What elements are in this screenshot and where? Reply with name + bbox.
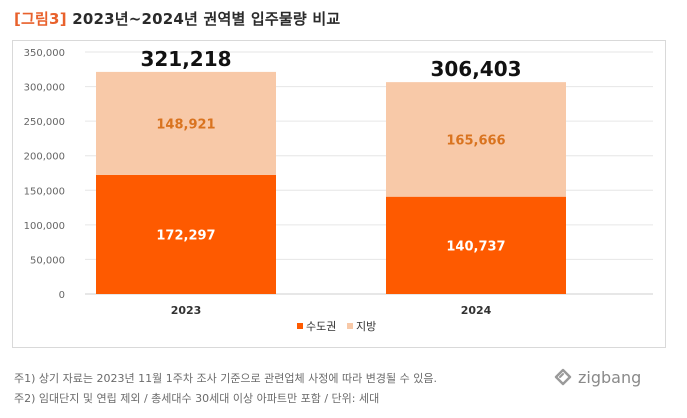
y-tick-label: 250,000 xyxy=(24,117,65,128)
legend-label: 수도권 xyxy=(306,320,336,333)
footnotes: 주1) 상기 자료는 2023년 11월 1주차 조사 기준으로 관련업체 사정… xyxy=(14,369,437,409)
stacked-bar-chart: 0 50,000 100,000 150,000 200,000 250,000 300,0… xyxy=(24,47,653,333)
y-tick-label: 0 xyxy=(59,290,65,301)
zigbang-logo-icon xyxy=(554,368,572,386)
y-tick-label: 100,000 xyxy=(24,221,65,232)
data-label: 140,737 xyxy=(446,239,505,254)
footnote-1: 주1) 상기 자료는 2023년 11월 1주차 조사 기준으로 관련업체 사정… xyxy=(14,372,437,385)
y-tick-label: 300,000 xyxy=(24,83,65,94)
legend-swatch-provinces xyxy=(347,323,353,329)
legend-swatch-capital-area xyxy=(297,323,303,329)
x-tick-label: 2023 xyxy=(171,304,202,317)
zigbang-logo: zigbang xyxy=(552,366,641,388)
chart-area: 0 50,000 100,000 150,000 200,000 250,000 300,0… xyxy=(12,40,666,348)
data-label: 148,921 xyxy=(156,117,215,132)
brand-name: zigbang xyxy=(578,367,642,387)
bar-2023-provinces xyxy=(96,71,276,175)
y-tick-label: 150,000 xyxy=(24,186,65,197)
y-tick-label: 50,000 xyxy=(30,255,65,266)
y-tick-label: 200,000 xyxy=(24,152,65,163)
data-label: 165,666 xyxy=(446,133,505,148)
legend-label: 지방 xyxy=(356,320,376,333)
footnote-2: 주2) 임대단지 및 연립 제외 / 총세대수 30세대 이상 아파트만 포함 … xyxy=(14,392,380,405)
x-tick-label: 2024 xyxy=(461,304,492,317)
y-tick-label: 350,000 xyxy=(24,48,65,59)
data-label: 172,297 xyxy=(156,228,215,243)
total-label: 321,218 xyxy=(140,47,231,71)
bar-2024-capital-area xyxy=(386,196,566,294)
figure-title: [그림3] 2023년~2024년 권역별 입주물량 비교 xyxy=(14,8,340,29)
bar-2023-capital-area xyxy=(96,174,276,294)
figure-tag: [그림3] xyxy=(14,10,67,28)
figure-title-text: 2023년~2024년 권역별 입주물량 비교 xyxy=(72,10,341,28)
total-label: 306,403 xyxy=(430,57,521,81)
bar-2024-provinces xyxy=(386,82,566,197)
